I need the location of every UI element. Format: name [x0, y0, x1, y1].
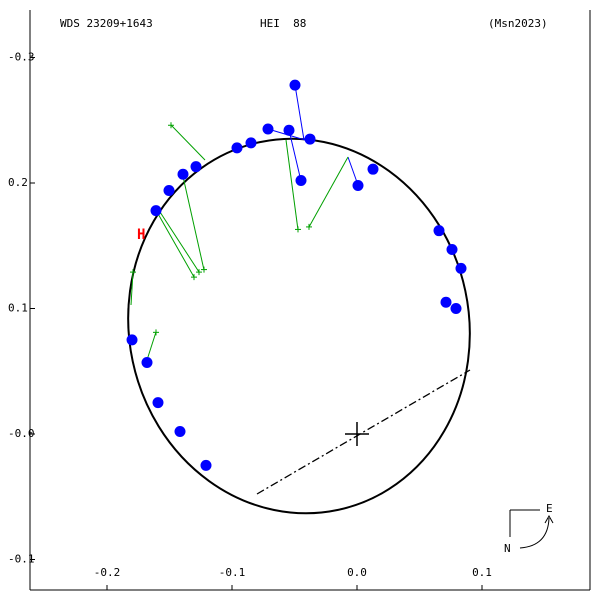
residual	[170, 124, 206, 161]
chart-title: WDS 23209+1643	[60, 17, 153, 30]
point	[367, 163, 379, 175]
compass	[509, 509, 554, 549]
plus-point	[130, 269, 136, 276]
compass-arrowhead	[544, 514, 554, 524]
point	[200, 459, 212, 471]
annotation: H	[137, 227, 145, 243]
residual	[156, 211, 195, 278]
line-of-nodes	[256, 369, 471, 495]
point	[177, 168, 189, 180]
residual	[146, 331, 157, 361]
compass-north: N	[504, 542, 511, 555]
source: (Msn2023)	[488, 17, 548, 30]
point	[295, 174, 307, 186]
plus-point	[201, 266, 207, 273]
point	[245, 137, 257, 149]
y-tick-label: 0.2	[8, 176, 28, 189]
y-tick-label: -0.3	[8, 50, 35, 63]
point	[262, 123, 274, 135]
point	[440, 296, 452, 308]
plus-point	[196, 269, 202, 276]
point	[150, 205, 162, 217]
point	[152, 397, 164, 409]
point	[450, 302, 462, 314]
point	[283, 124, 295, 136]
residual	[130, 271, 134, 306]
residual	[308, 156, 349, 228]
plus-point	[153, 329, 159, 336]
compass-arrow	[519, 517, 550, 549]
point	[289, 79, 301, 91]
chart-subtitle: HEI 88	[260, 17, 306, 30]
orbit	[127, 137, 471, 515]
point	[352, 179, 364, 191]
x-tick-label: -0.1	[219, 566, 246, 579]
point	[163, 185, 175, 197]
plus-point	[168, 122, 174, 129]
residual	[181, 171, 205, 271]
residual	[294, 84, 305, 141]
residual	[159, 211, 200, 273]
point	[141, 356, 153, 368]
x-tick-label: -0.2	[94, 566, 121, 579]
point	[304, 133, 316, 145]
point	[455, 262, 467, 274]
point	[126, 334, 138, 346]
y-tick-label: -0.0	[8, 427, 35, 440]
point	[433, 225, 445, 237]
green-residuals	[130, 124, 349, 361]
x-tick-label: 0.0	[347, 566, 367, 579]
residual	[288, 129, 302, 182]
point	[190, 161, 202, 173]
plus-point	[191, 274, 197, 281]
point	[231, 142, 243, 154]
x-tick-label: 0.1	[472, 566, 492, 579]
residual	[285, 139, 299, 231]
y-tick-label: -0.1	[8, 553, 35, 566]
y-tick-label: 0.1	[8, 301, 28, 314]
plus-point	[295, 226, 301, 233]
point	[174, 425, 186, 437]
plus-point	[306, 223, 312, 230]
compass-east: E	[546, 502, 553, 515]
point	[446, 244, 458, 256]
